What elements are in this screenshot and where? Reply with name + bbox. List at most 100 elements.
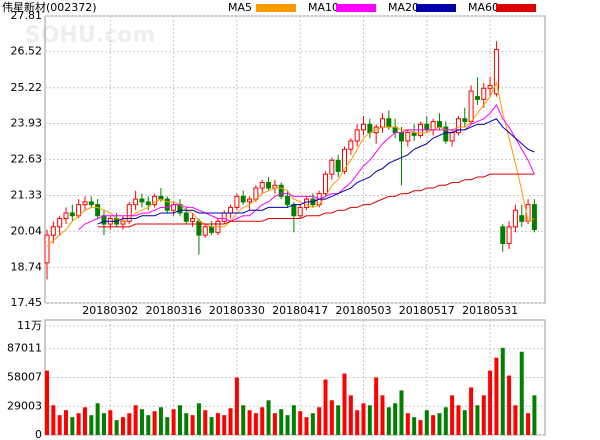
volume-bar <box>494 357 499 435</box>
candle-body <box>386 118 392 128</box>
volume-bar <box>456 405 461 435</box>
y-tick-label: 58007 <box>7 371 42 384</box>
volume-bar <box>519 351 524 435</box>
candle-body <box>335 159 341 172</box>
y-tick-label: 25.22 <box>11 81 43 94</box>
volume-bar <box>475 405 480 435</box>
volume-bar <box>177 405 182 435</box>
candle-body <box>57 218 63 228</box>
volume-bar <box>209 417 214 435</box>
candle-body <box>190 218 196 222</box>
x-tick-label: 20180531 <box>462 304 518 317</box>
volume-bar <box>196 403 201 435</box>
candle-body <box>348 140 354 150</box>
legend-swatch <box>496 4 536 12</box>
candle-body <box>481 87 487 100</box>
candle-body <box>145 201 151 206</box>
candle-body <box>202 226 208 236</box>
x-tick-label: 20180503 <box>336 304 392 317</box>
x-tick-label: 20180417 <box>272 304 328 317</box>
y-tick-label: 11万 <box>17 319 42 332</box>
volume-bar <box>532 395 537 435</box>
volume-bar <box>120 417 125 435</box>
y-tick-label: 20.04 <box>11 224 43 237</box>
candle-body <box>449 132 455 142</box>
volume-bar <box>51 405 56 435</box>
candle-body <box>139 198 145 203</box>
volume-bar <box>203 410 208 435</box>
volume-bar <box>228 408 233 435</box>
y-tick-label: 29003 <box>7 399 42 412</box>
volume-bar <box>57 415 62 435</box>
volume-bar <box>298 411 303 435</box>
candle-body <box>512 209 518 228</box>
x-tick-label: 20180302 <box>82 304 138 317</box>
volume-bar <box>310 413 315 435</box>
candle-body <box>424 123 430 131</box>
y-tick-label: 21.33 <box>11 189 43 202</box>
candle-body <box>63 212 69 220</box>
volume-bar <box>70 417 75 435</box>
candle-body <box>493 49 499 95</box>
volume-bar <box>76 413 81 435</box>
candle-body <box>234 195 240 208</box>
volume-bar <box>443 407 448 435</box>
volume-bar <box>45 370 49 435</box>
volume-bar <box>380 395 385 435</box>
volume-bar <box>399 390 404 435</box>
volume-bar <box>152 411 157 435</box>
candle-body <box>329 159 335 175</box>
volume-bar <box>95 403 100 435</box>
volume-bar <box>393 403 398 435</box>
legend-swatch <box>256 4 296 12</box>
candle-body <box>323 173 329 195</box>
candle-body <box>398 132 404 142</box>
y-tick-label: 0 <box>35 428 42 440</box>
volume-bar <box>513 405 518 435</box>
volume-bar <box>285 415 290 435</box>
candle-body <box>126 204 132 222</box>
x-tick-label: 20180330 <box>209 304 265 317</box>
x-tick-label: 20180517 <box>399 304 455 317</box>
volume-bar <box>412 417 417 435</box>
volume-bar <box>450 395 455 435</box>
candle-body <box>183 212 189 222</box>
candle-body <box>436 121 442 128</box>
volume-bar <box>108 410 113 435</box>
volume-bar <box>526 413 531 435</box>
volume-bar <box>291 405 296 435</box>
y-tick-label: 23.93 <box>11 116 43 129</box>
volume-bar <box>127 413 132 435</box>
ma-line <box>97 173 535 228</box>
candle-body <box>101 215 107 225</box>
volume-bar <box>462 410 467 435</box>
candle-body <box>240 195 246 203</box>
candle-body <box>285 195 291 206</box>
y-tick-label: 17.45 <box>11 296 43 309</box>
candle-body <box>266 181 272 189</box>
volume-bar <box>190 415 195 435</box>
candle-body <box>88 201 94 206</box>
legend-swatch <box>336 4 376 12</box>
volume-bar <box>437 413 442 435</box>
watermark: SOHU.com <box>25 23 155 48</box>
candle-body <box>221 212 227 222</box>
volume-bar <box>355 410 360 435</box>
volume-bar <box>146 415 151 435</box>
candle-body <box>44 234 50 264</box>
volume-bar <box>418 420 423 435</box>
candle-body <box>519 215 525 222</box>
volume-bar <box>101 413 106 435</box>
candle-body <box>354 129 360 142</box>
volume-bar <box>431 415 436 435</box>
volume-bar <box>348 395 353 435</box>
legend-label: MA60 <box>468 1 499 14</box>
legend-swatch <box>416 4 456 12</box>
volume-bar <box>89 415 94 435</box>
candle-body <box>506 226 512 244</box>
candle-body <box>278 184 284 197</box>
candle-body <box>474 96 480 100</box>
volume-bar <box>266 400 271 435</box>
candle-body <box>462 118 468 123</box>
volume-bar <box>336 405 341 435</box>
